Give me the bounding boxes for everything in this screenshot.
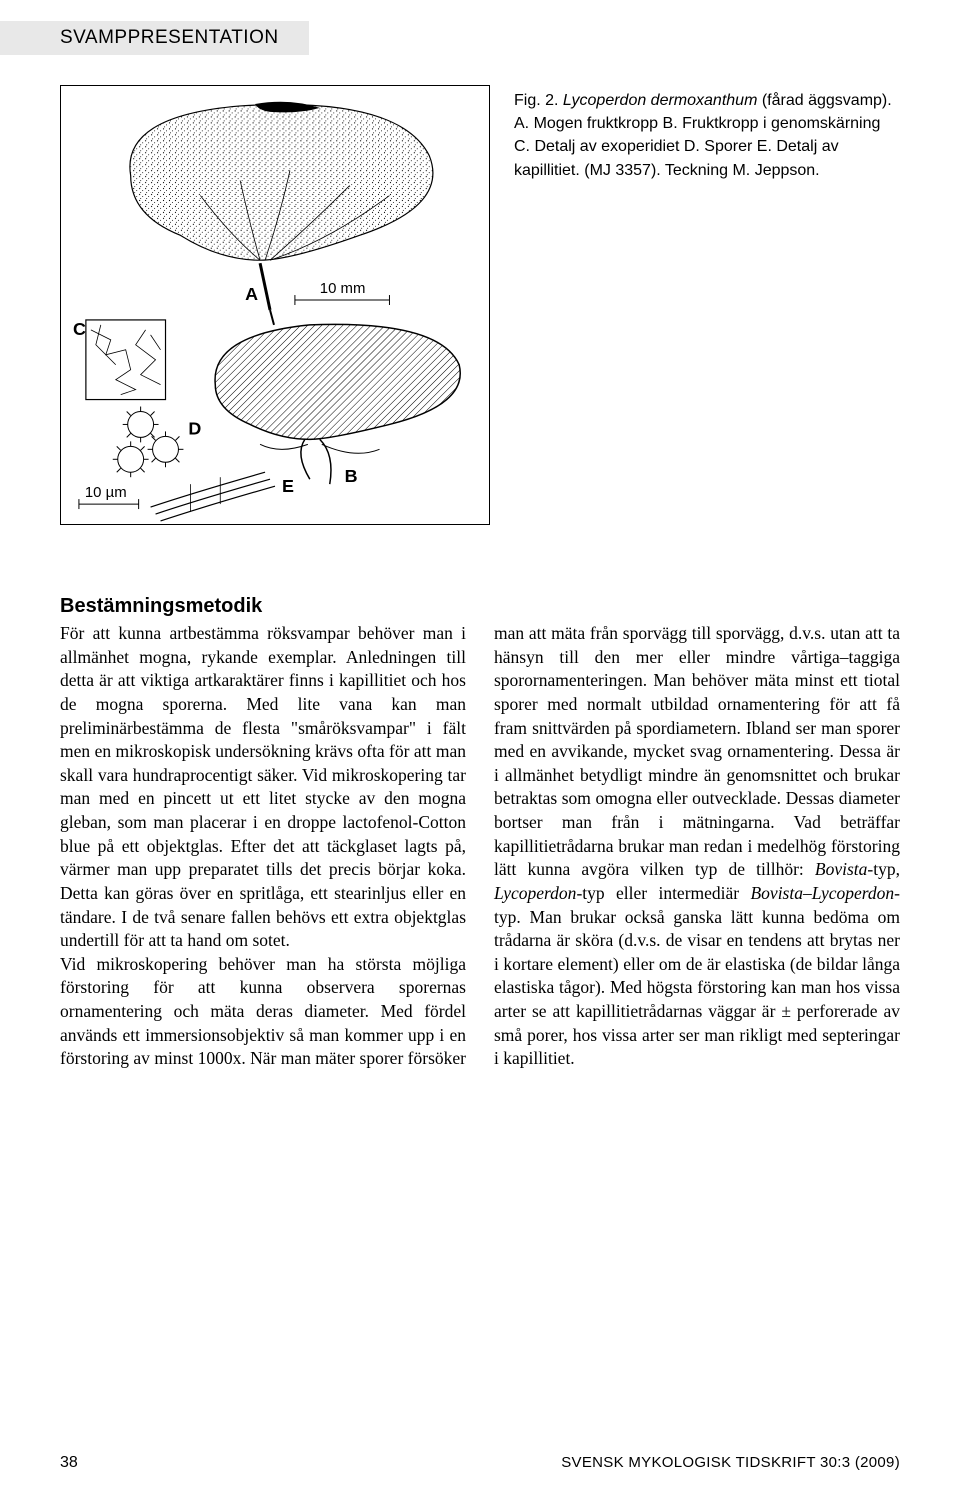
body-text: För att kunna artbestämma röksvampar beh… bbox=[60, 622, 900, 1071]
body-text-columns: För att kunna artbestämma röksvampar beh… bbox=[60, 622, 900, 1071]
svg-text:B: B bbox=[345, 466, 358, 486]
mushroom-diagram-svg: A 10 mm B C bbox=[61, 86, 489, 524]
page-number: 38 bbox=[60, 1454, 78, 1472]
svg-text:10 mm: 10 mm bbox=[320, 280, 366, 297]
svg-text:A: A bbox=[245, 284, 258, 304]
svg-text:C: C bbox=[73, 319, 86, 339]
figure-and-caption-row: A 10 mm B C bbox=[60, 85, 900, 525]
section-header-label: SVAMPPRESENTATION bbox=[60, 27, 279, 48]
figure-illustration: A 10 mm B C bbox=[60, 85, 490, 525]
figure-caption: Fig. 2. Lycoperdon dermoxanthum (fårad ä… bbox=[514, 85, 900, 182]
section-heading: Bestämningsmetodik bbox=[60, 595, 900, 618]
svg-text:E: E bbox=[282, 476, 294, 496]
svg-text:10 µm: 10 µm bbox=[85, 484, 127, 501]
journal-reference: SVENSK MYKOLOGISK TIDSKRIFT 30:3 (2009) bbox=[561, 1454, 900, 1472]
svg-text:D: D bbox=[188, 418, 201, 438]
section-header: SVAMPPRESENTATION bbox=[0, 21, 309, 55]
page-footer: 38 SVENSK MYKOLOGISK TIDSKRIFT 30:3 (200… bbox=[60, 1454, 900, 1472]
